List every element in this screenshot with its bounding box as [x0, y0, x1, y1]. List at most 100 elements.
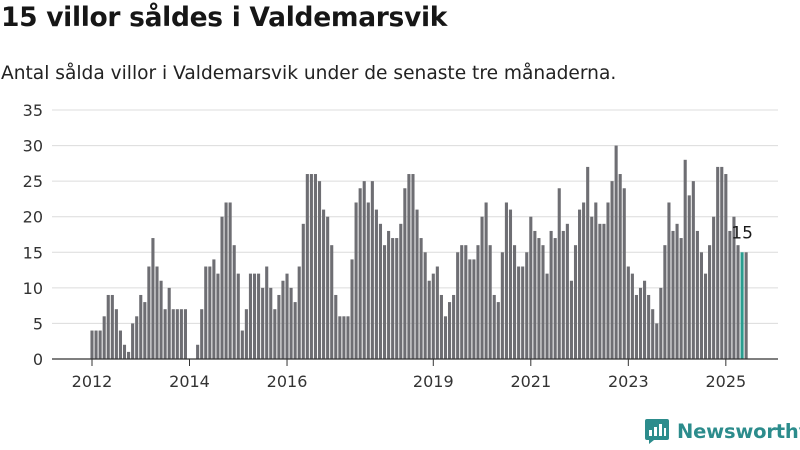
bar — [569, 280, 573, 359]
bar — [252, 273, 257, 359]
bar — [232, 245, 236, 359]
chart-title: 15 villor såldes i Valdemarsvik — [1, 2, 448, 33]
bar — [362, 181, 366, 359]
bar — [301, 223, 305, 359]
bar — [529, 216, 533, 359]
bar — [269, 287, 273, 359]
bar — [228, 202, 232, 359]
bar — [736, 245, 740, 359]
bar — [98, 330, 102, 359]
bar — [517, 266, 521, 359]
bar — [248, 273, 253, 359]
bar — [614, 145, 618, 359]
bar — [309, 174, 313, 359]
newsworthy-brand: Newsworthy — [644, 418, 800, 444]
bar — [659, 287, 663, 359]
bar — [610, 181, 614, 359]
bar — [354, 202, 358, 359]
bar — [622, 188, 626, 359]
y-tick-label: 0 — [33, 350, 43, 369]
bar — [691, 181, 695, 359]
bar — [488, 245, 492, 359]
bar — [744, 252, 748, 359]
bar — [439, 294, 443, 359]
newsworthy-logo-icon — [645, 419, 669, 444]
bar — [106, 294, 110, 359]
bar — [114, 309, 118, 359]
bar — [350, 259, 354, 359]
bar — [265, 266, 269, 359]
bar — [118, 330, 122, 359]
bar — [496, 302, 500, 359]
bar — [143, 302, 147, 359]
bar — [391, 238, 395, 359]
bar — [667, 202, 671, 359]
bar — [415, 209, 419, 359]
bar — [110, 294, 114, 359]
bar — [427, 280, 431, 359]
x-tick-label: 2016 — [267, 372, 308, 391]
bar — [403, 188, 407, 359]
bar — [338, 316, 342, 359]
bar — [431, 273, 435, 359]
bars-layer — [90, 145, 748, 359]
bar — [183, 309, 187, 359]
bar — [399, 223, 403, 359]
bar — [297, 266, 301, 359]
y-axis-labels: 0 5 10 15 20 25 30 35 — [23, 101, 43, 369]
bar — [240, 330, 244, 359]
bar — [472, 259, 476, 359]
bar — [447, 302, 452, 359]
bar — [313, 174, 318, 359]
y-tick-label: 5 — [33, 314, 43, 333]
y-tick-label: 20 — [23, 208, 43, 227]
bar — [139, 294, 143, 359]
bar — [549, 230, 553, 359]
bar — [196, 344, 200, 359]
bar — [277, 294, 281, 359]
bar — [175, 309, 179, 359]
bar — [159, 280, 163, 359]
bar — [626, 266, 630, 359]
bar — [545, 273, 549, 359]
bar — [216, 273, 220, 359]
bar — [305, 174, 309, 359]
bar — [578, 209, 582, 359]
bar — [513, 245, 517, 359]
bar — [317, 181, 322, 359]
bar — [464, 245, 468, 359]
bar — [90, 330, 94, 359]
bar — [561, 230, 565, 359]
bar — [382, 245, 387, 359]
bar — [732, 216, 736, 359]
bar — [273, 309, 277, 359]
bar — [675, 223, 679, 359]
highlight-value-label: 15 — [731, 223, 753, 243]
y-tick-label: 10 — [23, 279, 43, 298]
bar — [366, 202, 370, 359]
bar — [537, 238, 541, 359]
bar — [127, 351, 131, 359]
bar — [695, 230, 699, 359]
y-tick-label: 15 — [23, 243, 43, 262]
bar — [443, 316, 448, 359]
bar — [671, 230, 675, 359]
x-tick-label: 2023 — [608, 372, 649, 391]
bar — [712, 216, 716, 359]
bar — [261, 287, 265, 359]
bar — [200, 309, 204, 359]
bar — [683, 159, 687, 359]
bar — [541, 245, 545, 359]
x-tick-label: 2012 — [72, 372, 113, 391]
bar — [606, 202, 610, 359]
bar — [281, 280, 285, 359]
bar — [224, 202, 228, 359]
bar — [244, 309, 248, 359]
bar — [435, 266, 439, 359]
bar — [456, 252, 460, 359]
bar — [171, 309, 175, 359]
bar — [102, 316, 106, 359]
bar — [602, 223, 606, 359]
bar — [204, 266, 208, 359]
